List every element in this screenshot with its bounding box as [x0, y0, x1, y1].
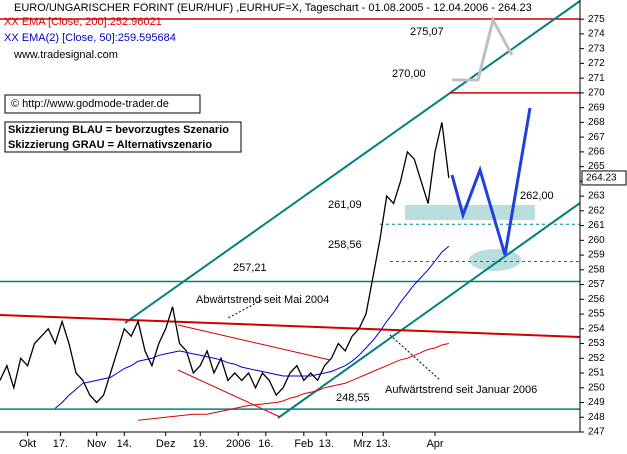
gray-scenario — [452, 15, 514, 82]
y-tick-label: 252 — [588, 353, 605, 364]
legend-ema50: XX EMA(2) [Close, 50]:259.595684 — [4, 32, 176, 44]
y-tick-label: 263 — [588, 191, 605, 202]
y-tick-label: 272 — [588, 58, 605, 69]
level-label: 270,00 — [392, 68, 426, 80]
x-tick-label: Feb — [294, 438, 313, 450]
channel-lower — [277, 202, 581, 419]
y-tick-label: 275 — [588, 14, 605, 25]
series-line — [54, 245, 450, 409]
blue-scenario — [450, 107, 532, 256]
y-tick-label: 248 — [588, 412, 605, 423]
x-tick-label: 16. — [258, 438, 273, 450]
note: Skizzierung BLAU = bevorzugtes Szenario — [8, 124, 229, 136]
y-tick-label: 258 — [588, 264, 605, 275]
x-tick-label: 14. — [117, 438, 132, 450]
annotation: Abwärtstrend seit Mai 2004 — [196, 294, 329, 306]
y-tick-label: 251 — [588, 368, 605, 379]
plot — [0, 92, 580, 421]
annotation: Aufwärtstrend seit Januar 2006 — [385, 384, 537, 396]
chart-title: EURO/UNGARISCHER FORINT (EUR/HUF) ,EURHU… — [14, 2, 532, 14]
level-label: 248,55 — [336, 392, 370, 404]
wedge-line — [177, 324, 331, 361]
x-tick-label: Nov — [87, 438, 107, 450]
x-tick-label: Okt — [19, 438, 36, 450]
channel-upper — [124, 0, 581, 324]
y-tick-label: 262 — [588, 205, 605, 216]
y-tick-label: 267 — [588, 132, 605, 143]
y-tick-label: 254 — [588, 323, 605, 334]
y-tick-label: 271 — [588, 73, 605, 84]
x-tick-label: Apr — [426, 438, 443, 450]
y-tick-label: 257 — [588, 279, 605, 290]
y-tick-label: 260 — [588, 235, 605, 246]
notes-box — [4, 121, 242, 153]
copyright-box — [4, 94, 201, 114]
level-label: 261,09 — [328, 199, 362, 211]
pointer — [389, 334, 441, 381]
y-tick-label: 259 — [588, 250, 605, 261]
x-tick-label: 13. — [319, 438, 334, 450]
level-label: 275,07 — [410, 26, 444, 38]
series-line — [0, 122, 450, 404]
source: www.tradesignal.com — [13, 49, 118, 61]
y-tick-label: 266 — [588, 147, 605, 158]
x-tick-label: 13. — [376, 438, 391, 450]
x-tick-label: Dez — [156, 438, 176, 450]
y-tick-label: 273 — [588, 43, 605, 54]
legend-ema200: XX EMA [Close, 200]:252.96021 — [4, 16, 162, 28]
level-label: 262,00 — [520, 190, 554, 202]
last-price-box — [581, 170, 627, 186]
downtrend-line — [0, 314, 581, 338]
y-tick-label: 274 — [588, 29, 605, 40]
x-tick-label: 17. — [53, 438, 68, 450]
y-tick-label: 270 — [588, 88, 605, 99]
series-line — [138, 343, 449, 421]
y-tick-label: 255 — [588, 309, 605, 320]
y-tick-label: 268 — [588, 117, 605, 128]
target-ellipse — [469, 249, 521, 271]
copyright: © http://www.godmode-trader.de — [11, 98, 169, 110]
pointer — [227, 299, 263, 319]
x-tick-label: 19. — [193, 438, 208, 450]
y-tick-label: 249 — [588, 397, 605, 408]
y-tick-label: 261 — [588, 220, 605, 231]
last-price-label: 264.23 — [586, 173, 617, 184]
y-tick-label: 247 — [588, 427, 605, 438]
target-zone — [405, 205, 535, 220]
x-tick-label: Mrz — [353, 438, 371, 450]
y-tick-label: 269 — [588, 102, 605, 113]
level-label: 258,56 — [328, 239, 362, 251]
y-tick-label: 265 — [588, 161, 605, 172]
x-tick-label: 2006 — [226, 438, 250, 450]
drawings — [0, 0, 581, 419]
y-tick-label: 253 — [588, 338, 605, 349]
level-label: 257,21 — [233, 262, 267, 274]
note: Skizzierung GRAU = Alternativszenario — [8, 139, 212, 151]
y-tick-label: 256 — [588, 294, 605, 305]
y-tick-label: 250 — [588, 382, 605, 393]
